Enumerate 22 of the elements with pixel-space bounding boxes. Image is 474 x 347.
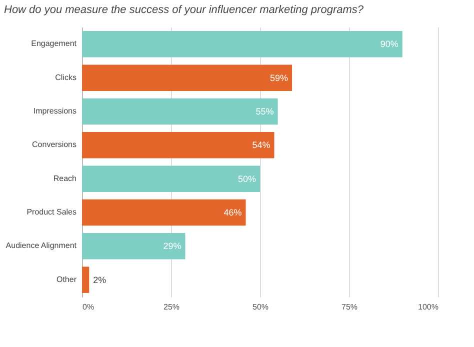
y-tick-label: Reach — [53, 174, 76, 183]
y-tick-label: Clicks — [55, 72, 76, 82]
y-tick-label: Audience Alignment — [6, 241, 78, 250]
data-label: 2% — [93, 274, 106, 285]
data-label: 54% — [252, 140, 270, 150]
data-label: 50% — [238, 174, 256, 184]
x-tick-label: 75% — [341, 302, 358, 312]
y-tick-label: Other — [56, 274, 77, 284]
x-tick-label: 0% — [82, 302, 94, 312]
data-label: 90% — [380, 39, 398, 50]
data-label: 46% — [224, 208, 242, 218]
x-tick-label: 50% — [252, 302, 269, 312]
y-tick-label: Conversions — [32, 140, 76, 150]
data-label: 59% — [270, 72, 288, 83]
chart-title: How do you measure the success of your influencer marketing programs? — [4, 4, 364, 16]
x-tick-label: 100% — [418, 302, 438, 312]
data-label: 29% — [163, 241, 182, 252]
x-tick-label: 25% — [163, 302, 180, 312]
y-tick-label: Product Sales — [26, 208, 76, 216]
y-tick-label: Impressions — [33, 106, 76, 116]
y-tick-label: Engagement — [31, 39, 78, 48]
data-label: 55% — [256, 106, 274, 116]
